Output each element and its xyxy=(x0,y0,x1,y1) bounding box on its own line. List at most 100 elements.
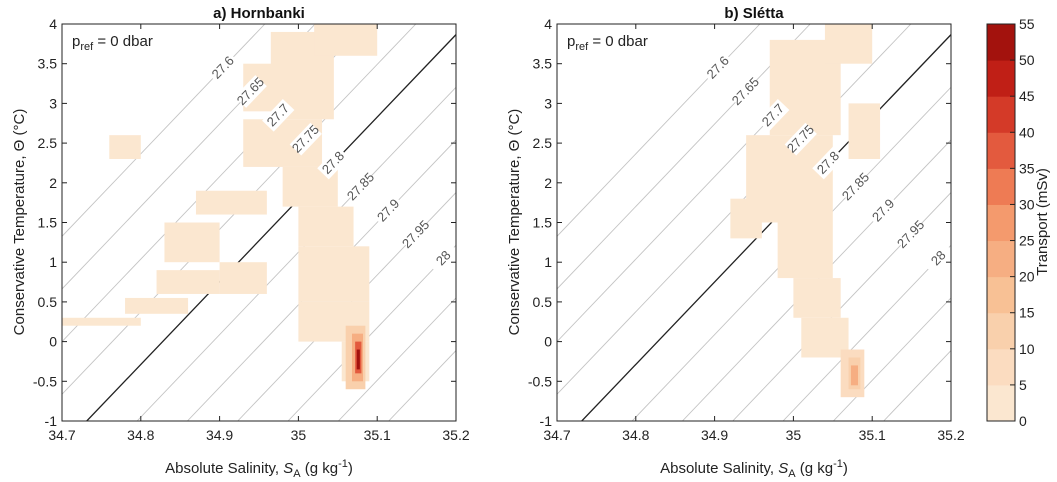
heatmap-cell-15 xyxy=(156,270,220,294)
isopycnal-label-bg xyxy=(234,75,267,108)
x-tick-label: 35 xyxy=(291,427,307,443)
colorbar-tick-label: 15 xyxy=(1019,305,1035,321)
isopycnal-label-bg xyxy=(784,122,817,156)
colorbar-tick-label: 25 xyxy=(1019,233,1035,249)
isopycnal-label-bg xyxy=(399,218,433,251)
x-tick-label: 35.2 xyxy=(442,427,469,443)
colorbar-band-10 xyxy=(987,24,1015,61)
isopycnal-line-27-95 xyxy=(237,191,456,421)
x-tick-label: 35.1 xyxy=(364,427,391,443)
isopycnal-label-bg xyxy=(839,170,873,204)
colorbar-tick-label: 30 xyxy=(1019,196,1035,212)
y-tick-label: -1 xyxy=(540,413,553,429)
colorbar-band-4 xyxy=(987,240,1015,278)
isopycnal-line-28-05 xyxy=(338,297,456,421)
y-tick-label: 3 xyxy=(49,95,57,111)
isopycnal-label-bg xyxy=(729,75,762,108)
colorbar-label: Transport (mSv) xyxy=(1034,168,1051,276)
y-tick-label: 2 xyxy=(544,175,552,191)
y-tick-label: 4 xyxy=(49,16,57,32)
isopycnal-line-27-6 xyxy=(557,24,761,237)
y-tick-label: 3 xyxy=(544,95,552,111)
colorbar-tick-label: 40 xyxy=(1019,124,1035,140)
y-tick-label: 0 xyxy=(49,334,57,350)
colorbar-band-9 xyxy=(987,60,1015,97)
panel-a-y-ticks: -1 -0.5 0 0.5 1 1.5 2 2.5 3 3.5 4 xyxy=(33,16,456,429)
colorbar-tick-label: 35 xyxy=(1019,160,1035,176)
heatmap-cell-19 xyxy=(109,135,141,159)
isopycnal-label-bg xyxy=(867,194,900,227)
panel-b-pref-annotation: pref = 0 dbar xyxy=(567,33,648,53)
heatmap-cell-12 xyxy=(164,222,220,263)
colorbar-bands xyxy=(987,24,1015,422)
y-tick-label: 2.5 xyxy=(533,135,553,151)
panel-a-x-ticks: 34.7 34.8 34.9 35 35.1 35.2 xyxy=(48,24,470,443)
y-tick-label: 3.5 xyxy=(38,56,58,72)
panel-a-x-axis-label: Absolute Salinity, SA (g kg-1) xyxy=(165,458,353,480)
colorbar: 0 5 10 15 20 25 30 35 40 45 50 55 Transport (mSv) xyxy=(986,16,1051,429)
panel-b-heatmap xyxy=(730,24,881,398)
x-tick-label: 34.7 xyxy=(543,427,570,443)
isopycnal-line-27-95 xyxy=(732,191,951,421)
panel-b-x-axis-label: Absolute Salinity, SA (g kg-1) xyxy=(660,458,848,480)
colorbar-band-0 xyxy=(987,384,1015,422)
colorbar-tick-label: 0 xyxy=(1019,413,1027,429)
panel-b-y-axis-label: Conservative Temperature, Θ (°C) xyxy=(506,109,523,336)
y-tick-label: 3.5 xyxy=(533,56,553,72)
heatmap-cell-9 xyxy=(848,103,881,159)
panel-b-x-ticks: 34.7 34.8 34.9 35 35.1 35.2 xyxy=(543,24,965,443)
colorbar-band-1 xyxy=(987,348,1015,386)
x-tick-label: 34.8 xyxy=(127,427,154,443)
y-tick-label: 0 xyxy=(544,334,552,350)
colorbar-band-3 xyxy=(987,276,1015,314)
isopycnal-label-bg xyxy=(812,146,845,180)
x-tick-label: 35.1 xyxy=(859,427,886,443)
x-tick-label: 35 xyxy=(786,427,802,443)
colorbar-band-2 xyxy=(987,312,1015,350)
isopycnal-line-27-6 xyxy=(62,24,266,237)
colorbar-tick-label: 20 xyxy=(1019,269,1035,285)
isopycnal-label-bg xyxy=(372,194,405,227)
isopycnal-line-27-75 xyxy=(557,24,912,395)
heatmap-cell-14 xyxy=(125,297,189,314)
heatmap-cell-18 xyxy=(219,262,267,294)
panel-b-title: b) Slétta xyxy=(724,5,784,22)
x-tick-label: 34.9 xyxy=(206,427,233,443)
y-tick-label: -1 xyxy=(45,413,58,429)
isopycnal-label-bg xyxy=(289,122,322,156)
heatmap-cell-10 xyxy=(356,349,360,370)
y-tick-label: 1 xyxy=(49,254,57,270)
y-tick-label: 4 xyxy=(544,16,552,32)
y-tick-label: 0.5 xyxy=(38,294,58,310)
y-tick-label: 1 xyxy=(544,254,552,270)
isopycnal-label-bg xyxy=(206,51,240,85)
isopycnal-line-28-05 xyxy=(833,297,951,421)
colorbar-band-7 xyxy=(987,132,1015,169)
isopycnal-line-27-9 xyxy=(682,139,951,421)
heatmap-cell-7 xyxy=(850,365,859,386)
isopycnal-label-bg xyxy=(894,218,928,251)
heatmap-cell-10 xyxy=(730,198,762,239)
colorbar-frame xyxy=(986,23,1016,422)
heatmap-cell-4 xyxy=(298,246,370,302)
y-tick-label: 1.5 xyxy=(38,215,58,231)
panel-a-y-axis-label: Conservative Temperature, Θ (°C) xyxy=(11,109,28,336)
colorbar-tick-label: 45 xyxy=(1019,88,1035,104)
isopycnal-line-28-1 xyxy=(388,349,456,421)
colorbar-band-5 xyxy=(987,204,1015,242)
isopycnal-label-bg xyxy=(701,51,735,85)
colorbar-ticks: 0 5 10 15 20 25 30 35 40 45 50 55 xyxy=(1010,16,1035,429)
isopycnal-line-28-1 xyxy=(883,349,951,421)
panel-b-y-ticks: -1 -0.5 0 0.5 1 1.5 2 2.5 3 3.5 4 xyxy=(528,16,951,429)
colorbar-band-6 xyxy=(987,168,1015,205)
colorbar-tick-label: 50 xyxy=(1019,52,1035,68)
y-tick-label: -0.5 xyxy=(33,373,57,389)
heatmap-cell-3 xyxy=(298,206,354,247)
y-tick-label: 0.5 xyxy=(533,294,553,310)
y-tick-label: 2 xyxy=(49,175,57,191)
heatmap-cell-11 xyxy=(195,190,267,215)
